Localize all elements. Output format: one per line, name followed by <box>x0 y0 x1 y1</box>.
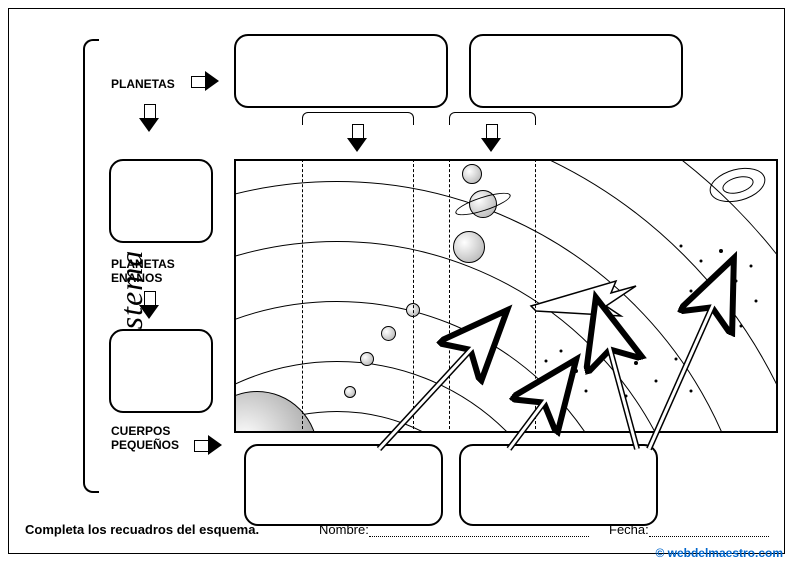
instruction-text: Completa los recuadros del esquema. <box>25 522 259 537</box>
arrow-down-icon <box>347 124 367 152</box>
answer-box[interactable] <box>109 159 213 243</box>
arrow-down-icon <box>139 291 159 319</box>
arrow-right-icon <box>194 435 222 455</box>
answer-box[interactable] <box>469 34 683 108</box>
answer-box[interactable] <box>109 329 213 413</box>
dashed-column <box>302 159 414 429</box>
label-planetas-enanos: PLANETAS ENANOS <box>111 257 175 285</box>
label-cuerpos-pequenos: CUERPOS PEQUEÑOS <box>111 424 179 452</box>
fecha-field[interactable]: Fecha: <box>609 522 769 537</box>
nombre-field[interactable]: Nombre: <box>319 522 589 537</box>
answer-box[interactable] <box>244 444 443 526</box>
fecha-label: Fecha: <box>609 522 649 537</box>
arrow-down-icon <box>139 104 159 132</box>
brace-icon <box>83 39 99 493</box>
label-planetas: PLANETAS <box>111 77 175 91</box>
watermark: © webdelmaestro.com <box>655 546 783 560</box>
answer-box[interactable] <box>234 34 448 108</box>
answer-box[interactable] <box>459 444 658 526</box>
nombre-label: Nombre: <box>319 522 369 537</box>
dashed-column <box>449 159 536 429</box>
arrow-down-icon <box>481 124 501 152</box>
worksheet-page: El Sistema Solar PLANETAS PLANETAS ENANO… <box>8 8 785 554</box>
arrow-right-icon <box>191 71 219 91</box>
